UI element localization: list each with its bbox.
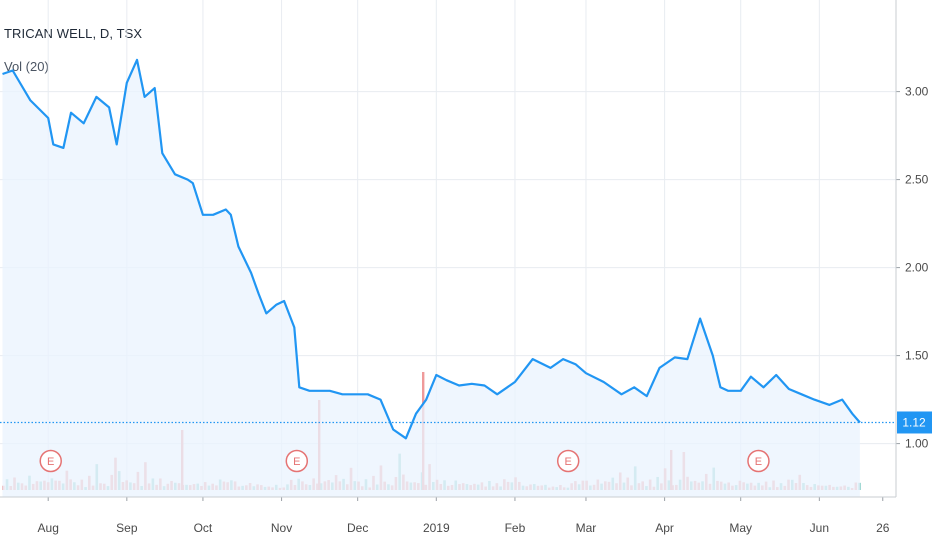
axes: 3.00 2.50 2.00 1.50 1.00 Aug Sep Oct Nov Dec 2019 F… bbox=[0, 0, 932, 535]
earnings-marker-label: E bbox=[565, 456, 572, 468]
volume-indicator-label: Vol (20) bbox=[4, 59, 49, 74]
x-tick-label: Sep bbox=[116, 521, 138, 535]
y-tick-label: 1.50 bbox=[905, 349, 929, 363]
x-tick-label: Mar bbox=[576, 521, 597, 535]
earnings-marker[interactable]: E bbox=[556, 449, 580, 473]
x-tick-label: 2019 bbox=[423, 521, 450, 535]
price-line[interactable] bbox=[2, 58, 861, 440]
price-area bbox=[2, 59, 860, 498]
earnings-marker-label: E bbox=[47, 456, 54, 468]
earnings-marker[interactable]: E bbox=[285, 449, 309, 473]
x-tick-label: Jun bbox=[810, 521, 829, 535]
last-price-label: 1.12 bbox=[902, 415, 926, 429]
price-area-fill bbox=[2, 59, 860, 498]
x-tick-label: Apr bbox=[655, 521, 674, 535]
x-tick-label: May bbox=[729, 521, 752, 535]
x-tick-label: Nov bbox=[271, 521, 292, 535]
earnings-marker-circle bbox=[556, 449, 580, 473]
earnings-marker-label: E bbox=[755, 456, 762, 468]
price-line-layer bbox=[0, 58, 896, 440]
earnings-marker-circle bbox=[39, 449, 62, 473]
earnings-marker[interactable]: E bbox=[747, 449, 770, 473]
x-tick-label: 26 bbox=[876, 521, 890, 535]
x-tick-label: Dec bbox=[347, 521, 368, 535]
earnings-marker-label: E bbox=[293, 456, 300, 468]
x-tick-label: Aug bbox=[38, 521, 59, 535]
y-tick-label: 2.50 bbox=[905, 173, 929, 187]
x-tick-label: Oct bbox=[194, 521, 213, 535]
earnings-marker-circle bbox=[747, 449, 770, 473]
chart-title: TRICAN WELL, D, TSX bbox=[4, 26, 143, 41]
earnings-marker[interactable]: E bbox=[39, 449, 62, 473]
y-tick-label: 3.00 bbox=[905, 85, 929, 99]
last-price-tag bbox=[897, 411, 932, 434]
y-tick-label: 1.00 bbox=[905, 437, 929, 451]
y-tick-label: 2.00 bbox=[905, 261, 929, 275]
x-tick-label: Feb bbox=[505, 521, 526, 535]
earnings-marker-circle bbox=[285, 449, 309, 473]
